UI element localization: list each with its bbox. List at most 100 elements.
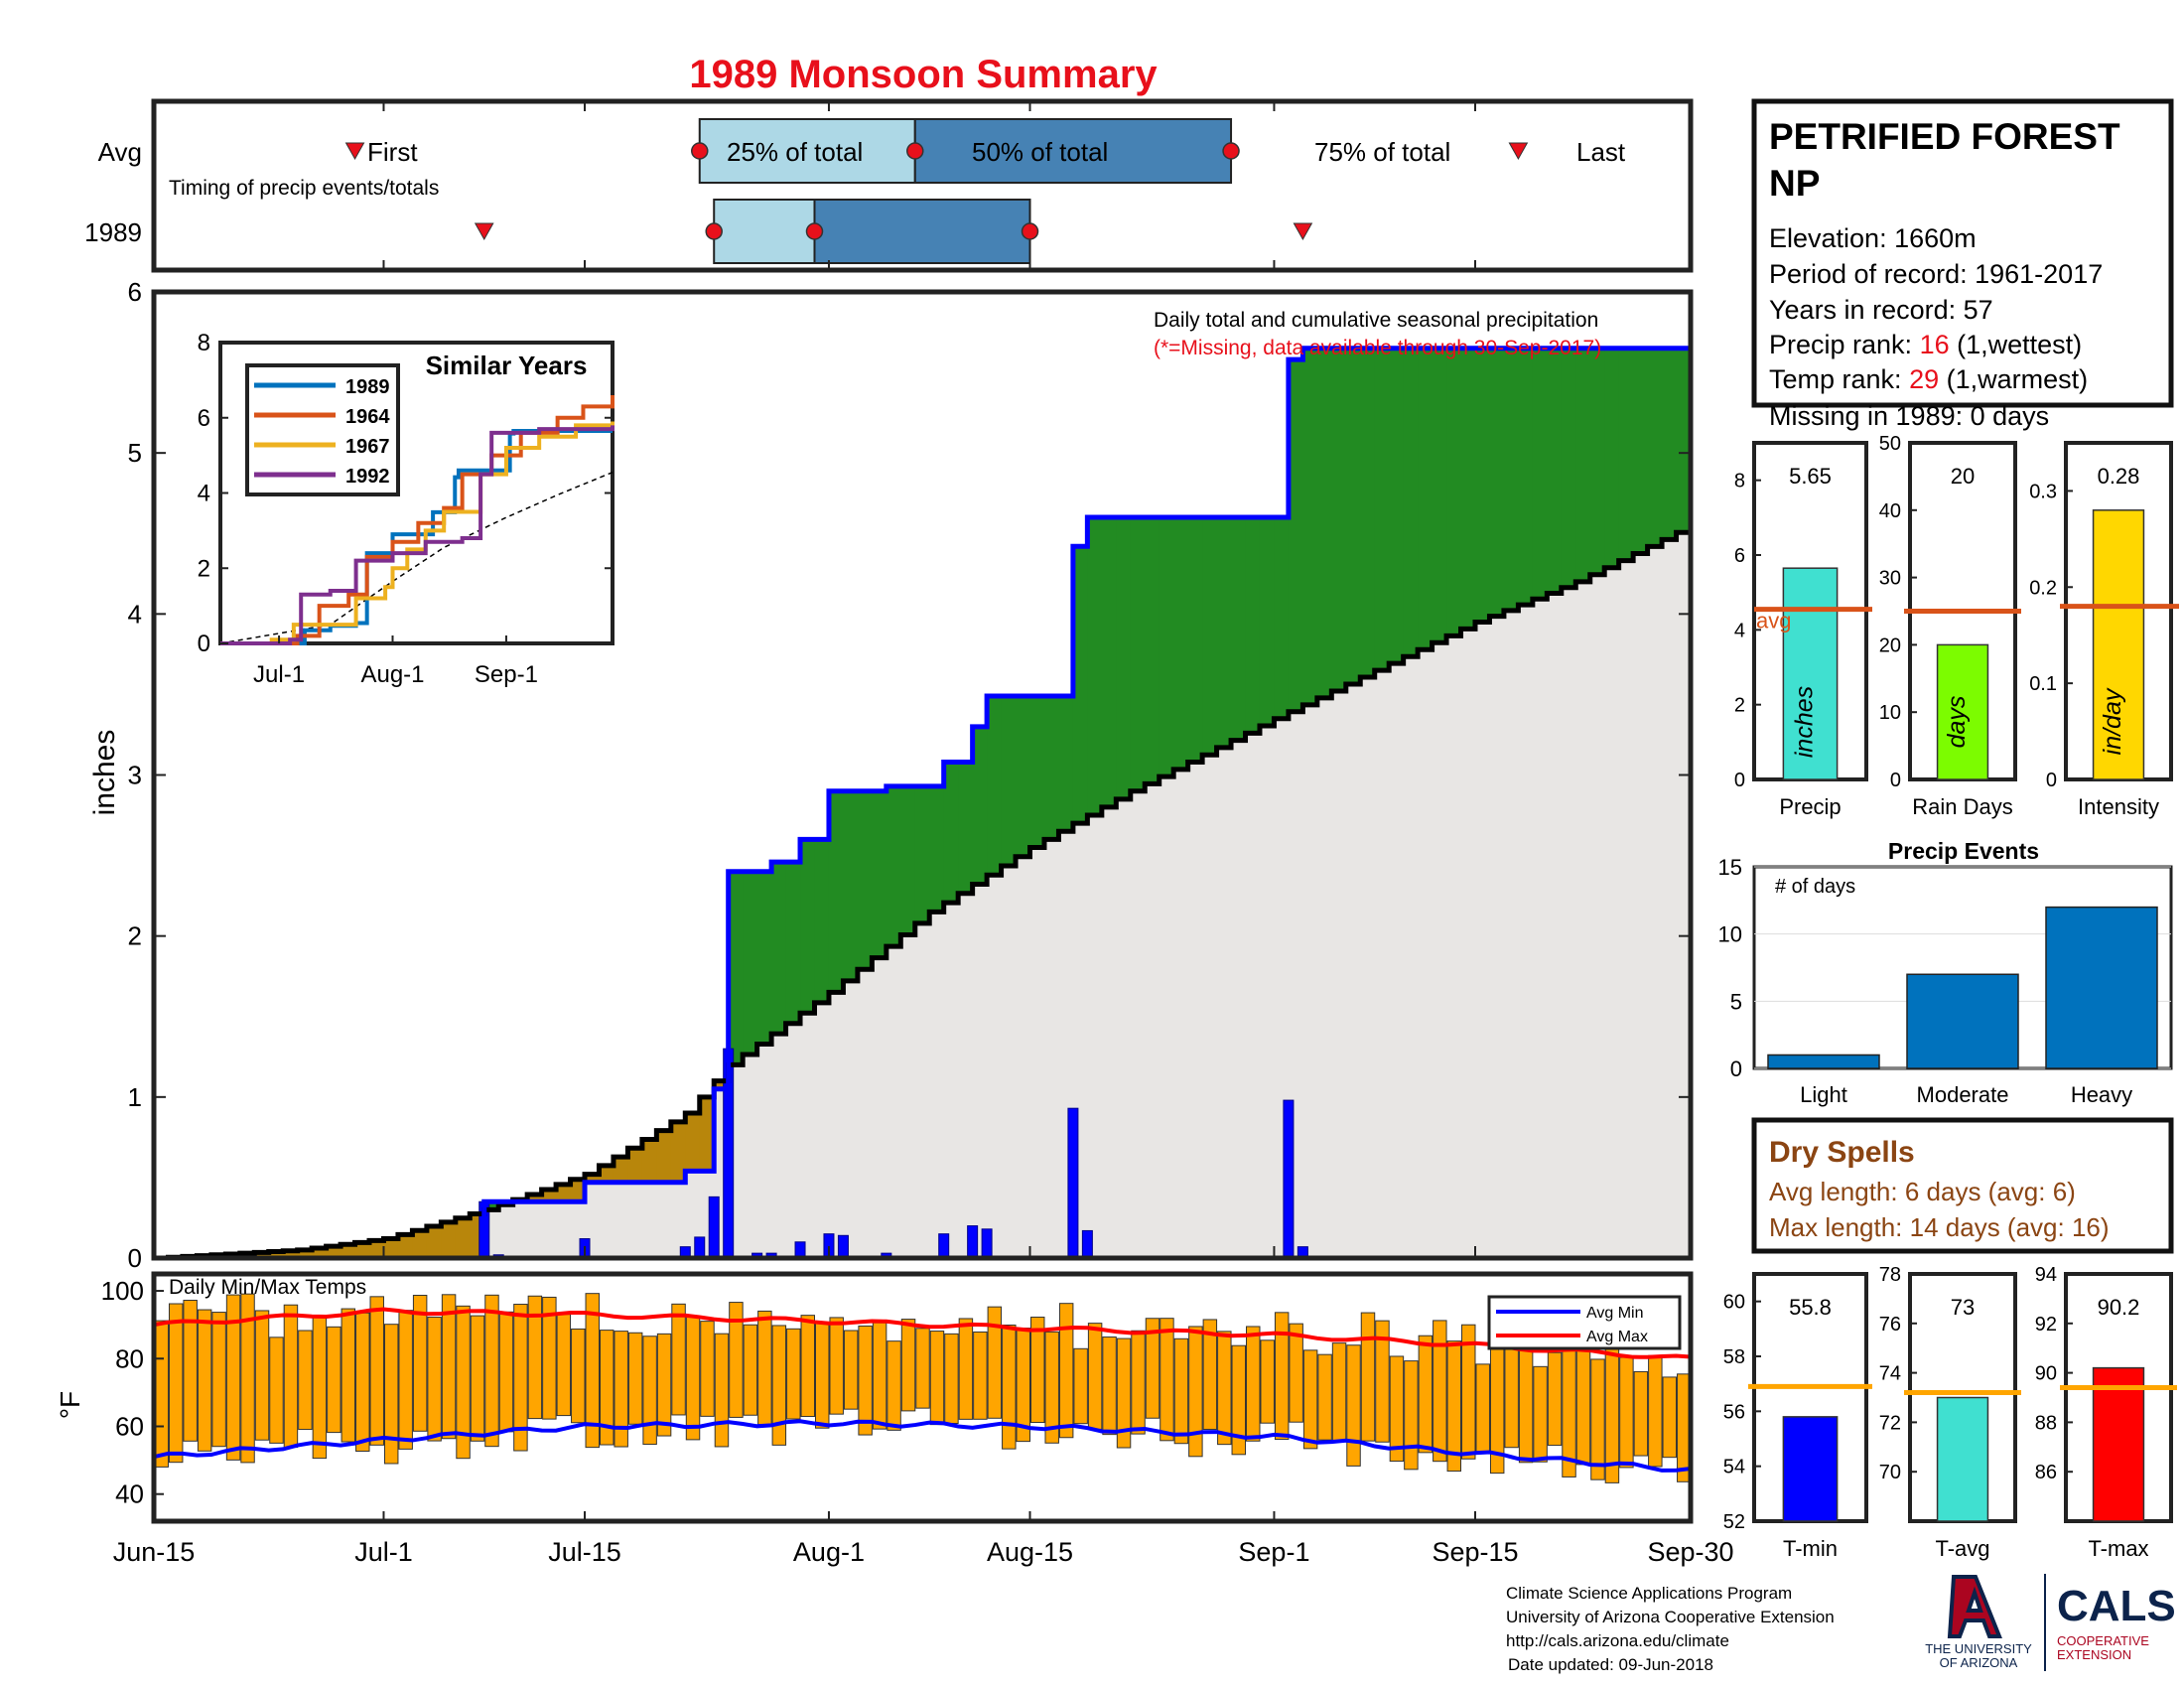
temp-summary-ytick-label: 58: [1723, 1346, 1745, 1368]
daily-precip-bar: [837, 1234, 849, 1259]
footer-line2: University of Arizona Cooperative Extens…: [1506, 1608, 1835, 1626]
surplus-area: [1116, 517, 1132, 799]
temp-ylabel: °F: [55, 1391, 85, 1419]
daily-temp-bar: [1475, 1363, 1490, 1454]
daily-temp-bar: [599, 1330, 614, 1446]
temp-ytick-label: 80: [115, 1343, 144, 1373]
surplus-area: [728, 871, 744, 1065]
summary-label: Precip: [1779, 794, 1841, 819]
surplus-area: [1503, 348, 1519, 611]
daily-temp-bar: [685, 1316, 701, 1441]
daily-temp-bar: [585, 1293, 600, 1449]
daily-temp-bar: [1404, 1360, 1419, 1471]
daily-temp-bar: [1389, 1355, 1405, 1463]
inset-series-line: [220, 429, 613, 645]
inset-ytick-label: 8: [198, 330, 210, 356]
daily-temp-bar: [412, 1295, 428, 1432]
temp-summary-value: 55.8: [1789, 1295, 1832, 1320]
temp-legend-min-label: Avg Min: [1586, 1305, 1644, 1322]
events-xtick-label: Moderate: [1917, 1082, 2009, 1107]
surplus-area: [1589, 348, 1605, 575]
surplus-area: [1418, 348, 1433, 650]
daily-temp-bar: [1289, 1323, 1303, 1423]
surplus-area: [1374, 348, 1390, 671]
daily-temp-bar: [1317, 1353, 1332, 1441]
temp-summary-bar: [1782, 1416, 1839, 1522]
surplus-area: [1288, 359, 1303, 712]
timing-year-label: 1989: [84, 217, 142, 247]
timing-box-50-75: [913, 118, 1233, 184]
summary-ytick-label: 0.3: [2029, 481, 2057, 502]
daily-temp-bar: [743, 1324, 758, 1416]
daily-temp-bar: [872, 1322, 887, 1430]
daily-temp-bar: [714, 1333, 730, 1448]
surplus-area: [972, 726, 988, 885]
summary-ytick-label: 0: [2046, 770, 2057, 791]
surplus-area: [1029, 696, 1045, 848]
summary-ytick-label: 40: [1879, 500, 1901, 522]
events-caption: # of days: [1775, 876, 1855, 898]
daily-temp-bar: [858, 1325, 873, 1436]
surplus-area: [1403, 348, 1419, 657]
temp-xtick-label: Jul-1: [354, 1537, 413, 1567]
main-ytick-label: 3: [128, 761, 142, 790]
summary-value: 20: [1951, 464, 1975, 489]
daily-temp-bar: [614, 1331, 628, 1448]
daily-precip-bar: [1283, 1099, 1295, 1259]
deficit-area: [297, 1249, 313, 1258]
main-ytick-label: 6: [128, 277, 142, 307]
daily-temp-bar: [1619, 1356, 1634, 1469]
deficit-area: [326, 1246, 341, 1258]
daily-temp-bar: [1102, 1336, 1117, 1436]
surplus-area: [886, 785, 901, 947]
main-ytick-label: 0: [128, 1243, 142, 1273]
summary-ytick-label: 0.2: [2029, 577, 2057, 599]
daily-temp-bar: [729, 1302, 744, 1418]
station-name-line1: PETRIFIED FOREST: [1769, 116, 2120, 157]
temp-summary-ytick-label: 78: [1879, 1264, 1901, 1286]
deficit-area: [383, 1238, 399, 1258]
surplus-area: [785, 862, 801, 1024]
daily-temp-bar: [814, 1322, 830, 1429]
deficit-area: [455, 1217, 471, 1258]
daily-temp-bar: [1375, 1320, 1390, 1443]
deficit-area: [283, 1250, 299, 1258]
deficit-area: [541, 1189, 557, 1202]
deficit-area: [656, 1130, 672, 1183]
timing-triangle-icon: [1508, 142, 1529, 161]
temp-xtick-label: Jun-15: [113, 1537, 196, 1567]
summary-ytick-label: 0: [1734, 770, 1745, 791]
deficit-area: [312, 1247, 328, 1258]
daily-temp-bar: [1533, 1365, 1548, 1463]
surplus-area: [1662, 348, 1678, 540]
ua-logo: THE UNIVERSITY OF ARIZONA CALS COOPERATI…: [1925, 1574, 2176, 1671]
daily-temp-bar: [341, 1308, 356, 1443]
surplus-area: [843, 790, 859, 981]
summary-ytick-label: 8: [1734, 471, 1745, 492]
years-text: Years in record: 57: [1769, 295, 1993, 325]
daily-temp-bar: [1590, 1358, 1605, 1480]
daily-temp-bar: [944, 1333, 959, 1424]
daily-precip-bar: [1067, 1107, 1079, 1259]
daily-temp-bar: [427, 1317, 442, 1442]
events-title: Precip Events: [1888, 838, 2039, 864]
temp-summary-ytick-label: 72: [1879, 1412, 1901, 1434]
precip-events-chart: 0 5 10 15 Light Moderate Heavy: [1718, 855, 2173, 1107]
timing-panel: Avg 1989 Timing of precip events/totals …: [84, 98, 1694, 273]
summary-ytick-label: 0.1: [2029, 673, 2057, 695]
daily-temp-bar: [527, 1295, 543, 1420]
temp-summary-ytick-label: 74: [1879, 1363, 1901, 1385]
footer-line1: Climate Science Applications Program: [1506, 1584, 1792, 1603]
temp-summary-label: T-avg: [1935, 1536, 1989, 1561]
deficit-area: [627, 1148, 643, 1183]
main-ytick-label: 4: [128, 599, 142, 629]
temp-caption: Daily Min/Max Temps: [169, 1276, 366, 1299]
daily-temp-bar: [1246, 1326, 1261, 1442]
avg-max-temp-line: [153, 1307, 1692, 1359]
daily-temp-bar: [398, 1310, 413, 1450]
inset-xtick-label: Jul-1: [253, 661, 305, 688]
summary-value: 0.28: [2098, 464, 2140, 489]
daily-temp-bar: [183, 1300, 198, 1442]
summary-bar-panels: 5.65 inches Precip 0 2 4 6 8 avg 20 days Rain Days 0…: [1734, 433, 2179, 819]
temp-xtick-label: Aug-1: [793, 1537, 865, 1567]
